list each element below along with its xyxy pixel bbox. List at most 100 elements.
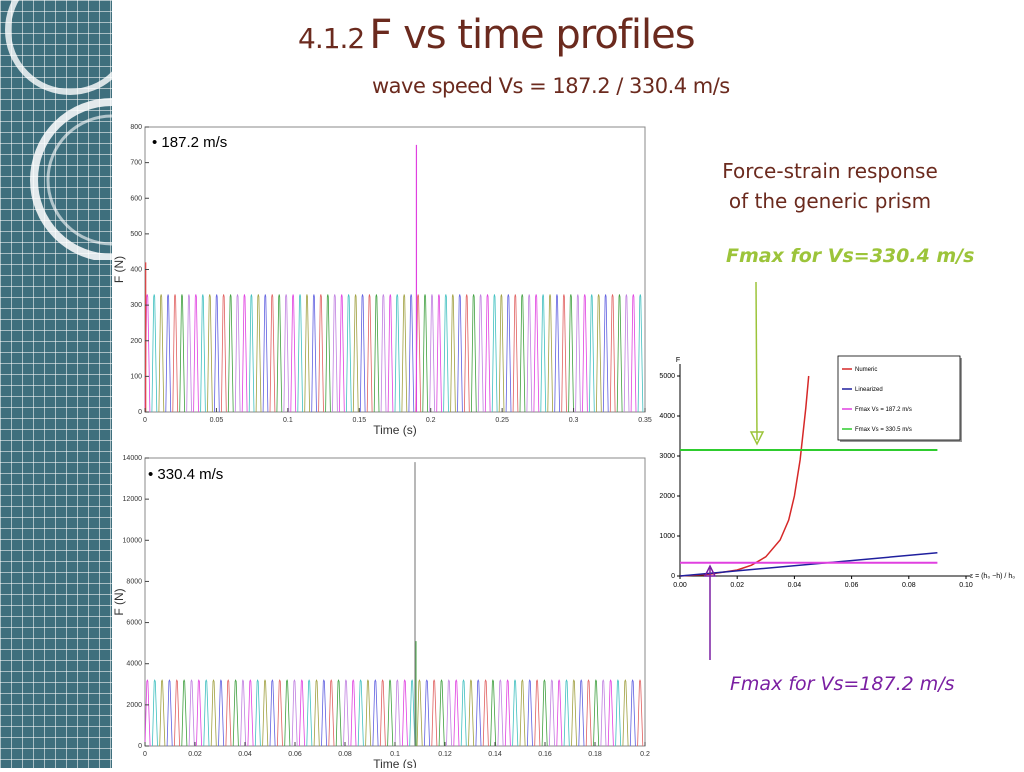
legend-box — [837, 355, 961, 441]
pulse-series-62 — [600, 679, 607, 747]
chart-187-frame: 0 0.05 0.1 0.15 0.2 0.25 0.3 0.35 0 100 200 300 400 5… — [112, 118, 652, 444]
pulse-series-28 — [350, 679, 357, 747]
y-tick-label: 12000 — [123, 496, 143, 503]
pulse-series-64 — [615, 679, 622, 747]
pulse-series-7 — [193, 294, 199, 413]
pulse-series-47 — [490, 679, 497, 747]
chart-force-strain: 0.00 0.02 0.04 0.06 0.08 0.10 0 1000 2000 3000 400… — [659, 355, 1015, 589]
pulse-series-52 — [527, 679, 533, 747]
pulse-series-40 — [422, 294, 428, 413]
x-tick-label: 0.2 — [426, 417, 436, 424]
pulse-series-5 — [181, 679, 188, 747]
pulse-series-46 — [482, 679, 489, 747]
x-tick-label: 0.08 — [338, 751, 352, 758]
x-tick-label: 0 — [143, 417, 147, 424]
pulse-series-6 — [186, 294, 192, 413]
x-tick-label: 0 — [143, 751, 147, 758]
chart-330-frame: 0 0.02 0.04 0.06 0.08 0.1 0.12 0.14 0.16 0.18 0.2 0… — [112, 450, 652, 771]
pulse-series-55 — [526, 294, 533, 413]
pulse-series-66 — [629, 679, 636, 747]
pulse-series-15 — [254, 679, 261, 747]
pulse-series-11 — [221, 294, 227, 413]
pulse-series-63 — [582, 294, 588, 413]
x-tick-label: 0.3 — [569, 417, 579, 424]
y-tick-label: 5000 — [659, 373, 675, 380]
y-tick-label: 0 — [138, 743, 142, 750]
pulse-series-60 — [561, 294, 567, 413]
pulse-series-12 — [227, 294, 234, 413]
pulse-series-10 — [218, 679, 225, 747]
pulse-series-31 — [372, 679, 379, 747]
pulse-series-10 — [214, 294, 220, 413]
y-tick-label: 300 — [130, 302, 142, 309]
pulse-series-41 — [446, 679, 452, 747]
y-axis-label: F (N) — [112, 256, 126, 283]
x-tick-label: 0.1 — [390, 751, 400, 758]
y-tick-label: 8000 — [126, 578, 142, 585]
pulse-series-48 — [497, 679, 504, 747]
x-tick-label: 0.15 — [352, 417, 366, 424]
pulse-series-27 — [332, 294, 338, 413]
pulse-series-6 — [188, 679, 195, 747]
y-tick-label: 200 — [130, 338, 142, 345]
y-tick-label: 700 — [130, 160, 142, 167]
pulse-series-42 — [436, 294, 442, 413]
pulse-series-36 — [409, 679, 416, 747]
pulse-series-53 — [512, 294, 519, 413]
pulse-series-11 — [225, 679, 232, 747]
pulse-series-48 — [477, 294, 484, 413]
pulse-series-26 — [325, 294, 331, 413]
pulse-series-26 — [335, 679, 342, 747]
y-tick-label: 400 — [130, 267, 142, 274]
pulse-series-61 — [568, 294, 574, 413]
pulse-series-27 — [343, 679, 350, 747]
pulse-series-5 — [179, 294, 185, 413]
pulse-series-8 — [200, 294, 206, 413]
pulse-series-12 — [232, 679, 239, 747]
x-tick-label: 0.10 — [959, 582, 973, 589]
chart-187-bullet: • 187.2 m/s — [152, 134, 228, 151]
pulse-series-71 — [637, 294, 644, 413]
pulse-series-18 — [277, 679, 283, 747]
pulse-series-37 — [416, 679, 423, 747]
pulse-series-46 — [464, 294, 470, 413]
pulse-series-59 — [554, 294, 560, 413]
pulse-series-67 — [637, 679, 644, 747]
pulse-series-17 — [269, 679, 276, 747]
y-tick-label: 14000 — [123, 455, 143, 462]
pulse-series-57 — [540, 294, 547, 413]
x-axis-label: Time (s) — [373, 757, 417, 768]
pulse-series-38 — [408, 294, 415, 413]
pulse-series-8 — [203, 679, 210, 747]
x-tick-label: 0.14 — [488, 751, 502, 758]
pulse-series-56 — [533, 294, 540, 413]
pulse-series-36 — [394, 294, 401, 413]
pulse-series-58 — [547, 294, 553, 413]
y-tick-label: 600 — [130, 195, 142, 202]
x-tick-label: 0.25 — [495, 417, 509, 424]
pulse-series-32 — [379, 679, 386, 747]
pulse-series-23 — [304, 294, 310, 413]
legend-label-1: Linearized — [855, 387, 883, 393]
pulse-series-17 — [262, 294, 269, 413]
pulse-series-42 — [453, 679, 460, 747]
pulse-series-40 — [438, 679, 445, 747]
pulse-series-30 — [365, 679, 372, 747]
pulse-series-14 — [241, 294, 248, 413]
x-tick-label: 0.02 — [188, 751, 202, 758]
pulse-series-13 — [234, 294, 241, 413]
pulse-series-49 — [484, 294, 491, 413]
y-tick-label: 6000 — [126, 620, 142, 627]
pulse-series-32 — [366, 294, 373, 413]
fmax-330-label: Fmax for Vs=330.4 m/s — [726, 245, 975, 267]
title-main: F vs time profiles — [369, 12, 695, 58]
x-tick-label: 0.16 — [538, 751, 552, 758]
pulse-series-30 — [352, 294, 359, 413]
x-tick-label: 0.04 — [238, 751, 252, 758]
pulse-series-29 — [357, 679, 364, 747]
decorative-circles — [5, 0, 112, 260]
pulse-series-21 — [290, 294, 297, 413]
y-axis-label: F — [676, 357, 680, 364]
y-tick-label: 10000 — [123, 537, 143, 544]
pulse-series-35 — [387, 294, 394, 413]
